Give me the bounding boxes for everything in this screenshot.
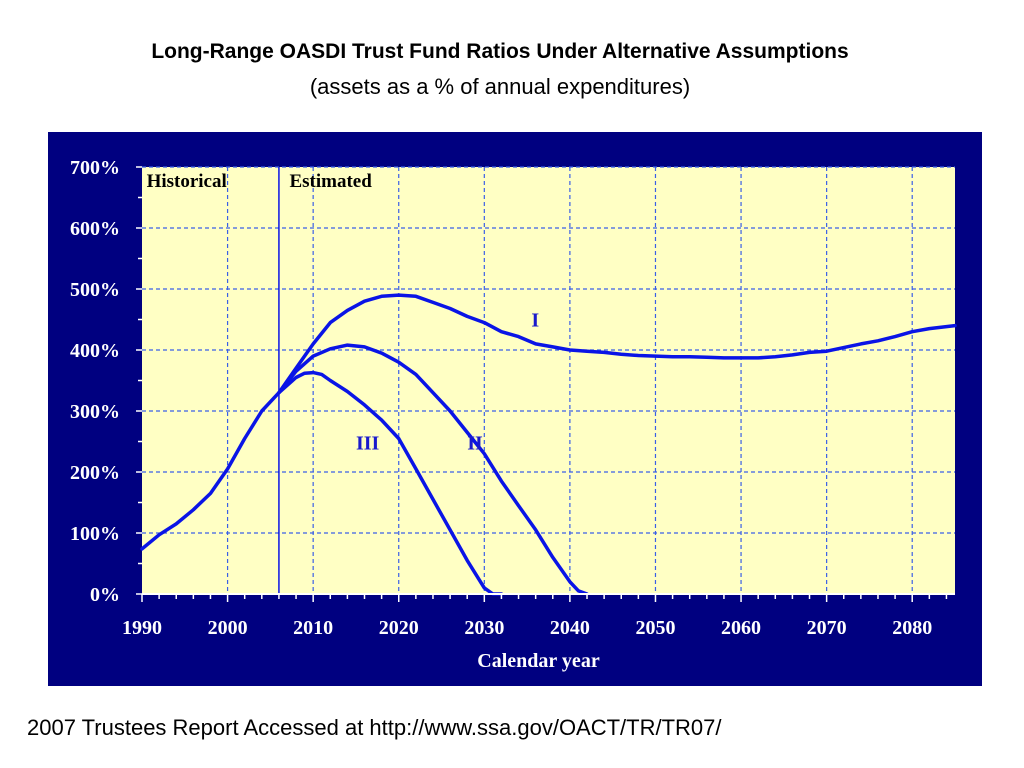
x-tick-label: 2080 (892, 617, 932, 639)
series-line-i (140, 293, 957, 551)
region-label: Historical (147, 171, 227, 192)
x-tick-label: 2070 (807, 617, 847, 639)
y-tick-label: 500% (70, 279, 120, 301)
y-tick-label: 0% (90, 584, 120, 606)
y-tick-label: 200% (70, 462, 120, 484)
chart-panel: 1990 2000 2010 2020 2030 2040 2050 2060 2070 2080… (48, 132, 982, 686)
trust-fund-ratio-chart: 1990 2000 2010 2020 2030 2040 2050 2060 2070 2080… (70, 157, 957, 672)
y-tick-label: 100% (70, 523, 120, 545)
grid-lines (142, 166, 955, 594)
x-tick-label: 2020 (379, 617, 419, 639)
slide-title: Long-Range OASDI Trust Fund Ratios Under… (151, 40, 849, 63)
slide-subtitle: (assets as a % of annual expenditures) (309, 74, 691, 99)
source-footnote: 2007 Trustees Report Accessed at http://… (27, 715, 722, 740)
y-tick-label: 700% (70, 157, 120, 179)
series-label-i: I (531, 310, 539, 332)
x-tick-label: 2060 (721, 617, 761, 639)
y-tick-label: 400% (70, 340, 120, 362)
y-tick-label: 300% (70, 401, 120, 423)
plot-area (142, 167, 955, 594)
x-tick-label: 2040 (550, 617, 590, 639)
chart-labels: 1990 2000 2010 2020 2030 2040 2050 2060 2070 2080… (70, 157, 932, 672)
x-axis-title: Calendar year (477, 650, 600, 672)
x-tick-label: 2030 (464, 617, 504, 639)
y-tick-label: 600% (70, 218, 120, 240)
x-tick-label: 2050 (635, 617, 675, 639)
region-label: Estimated (289, 171, 372, 192)
series-line-iii (277, 370, 504, 596)
series-label-iii: III (356, 433, 380, 455)
series-line-ii (277, 343, 589, 596)
axes (136, 166, 955, 602)
series-lines (140, 293, 957, 596)
x-tick-label: 2000 (208, 617, 248, 639)
series-label-ii: II (467, 433, 483, 455)
x-tick-label: 1990 (122, 617, 162, 639)
x-tick-label: 2010 (293, 617, 333, 639)
